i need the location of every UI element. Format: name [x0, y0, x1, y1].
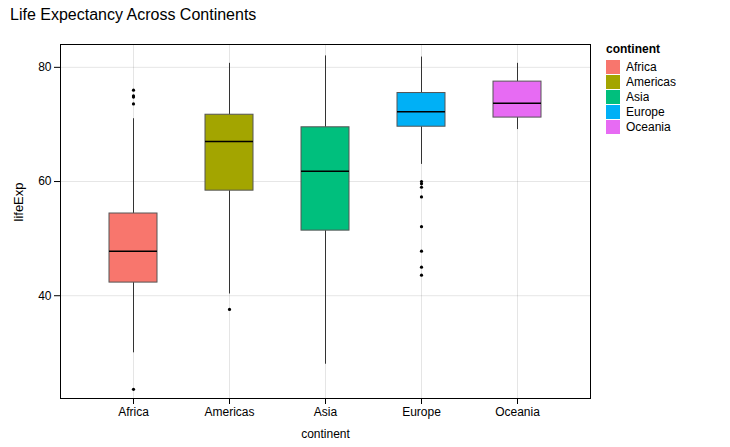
svg-text:Asia: Asia — [314, 405, 338, 419]
html-text:Oceania: Oceania — [626, 120, 671, 134]
html-text:Africa: Africa — [626, 60, 657, 74]
svg-text:60: 60 — [38, 174, 52, 188]
svg-text:40: 40 — [38, 289, 52, 303]
html-text:Americas: Americas — [626, 75, 676, 89]
html-text:continent: continent — [606, 42, 660, 56]
svg-text:lifeExp: lifeExp — [11, 182, 26, 221]
html-text:Europe: Europe — [626, 105, 665, 119]
html-text:Asia: Asia — [626, 90, 650, 104]
svg-text:Africa: Africa — [118, 405, 149, 419]
svg-text:Europe: Europe — [402, 405, 441, 419]
svg-text:continent: continent — [301, 427, 350, 441]
svg-text:Americas: Americas — [204, 405, 254, 419]
html-text:Life Expectancy Across Contine: Life Expectancy Across Continents — [10, 6, 257, 23]
svg-text:Oceania: Oceania — [495, 405, 540, 419]
svg-text:80: 80 — [38, 60, 52, 74]
